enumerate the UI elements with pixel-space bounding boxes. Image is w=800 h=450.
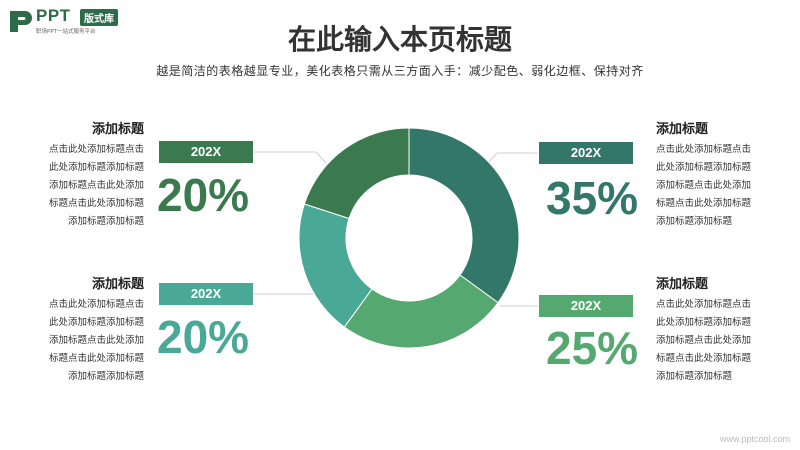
body-line: 添加标题添加标题 [656, 371, 733, 382]
page-title: 在此输入本页标题 [287, 23, 512, 56]
pct-label-bottom-right: 25% [546, 322, 639, 374]
text-block-bottom-right: 添加标题 点击此处添加标题点击 此处添加标题添加标题 添加标题点击此处添加 标题… [656, 273, 766, 386]
body-line: 添加标题添加标题 [67, 371, 144, 382]
donut-slice-1 [408, 127, 520, 304]
body-line: 点击此处添加标题点击 [656, 144, 752, 155]
body-line: 添加标题添加标题 [67, 216, 144, 227]
year-box-top-right: 202X [539, 142, 633, 164]
pct-label-top-right: 35% [546, 172, 639, 224]
body-line: 添加标题点击此处添加 [48, 335, 144, 346]
logo: PPT 版式库 职场PPT一站式服务平台 [8, 6, 158, 36]
block-body: 点击此处添加标题点击 此处添加标题添加标题 添加标题点击此处添加 标题点击此处添… [656, 296, 766, 386]
body-line: 标题点击此处添加标题 [656, 198, 752, 209]
donut-slice-4 [303, 127, 410, 220]
year-box-bottom-left: 202X [159, 283, 253, 305]
year-box-bottom-right: 202X [539, 295, 633, 317]
body-line: 点击此处添加标题点击 [48, 144, 144, 155]
page-subtitle: 越是简洁的表格越显专业，美化表格只需从三方面入手：减少配色、弱化边框、保持对齐 [156, 64, 644, 78]
body-line: 点击此处添加标题点击 [48, 299, 144, 310]
body-line: 标题点击此处添加标题 [48, 353, 144, 364]
text-block-top-left: 添加标题 点击此处添加标题点击 此处添加标题添加标题 添加标题点击此处添加 标题… [40, 118, 144, 231]
block-body: 点击此处添加标题点击 此处添加标题添加标题 添加标题点击此处添加 标题点击此处添… [40, 296, 144, 386]
pct-label-top-left: 20% [157, 169, 250, 221]
body-line: 标题点击此处添加标题 [656, 353, 752, 364]
body-line: 添加标题点击此处添加 [656, 335, 752, 346]
connector-top-left [254, 151, 327, 164]
logo-badge: 版式库 [80, 9, 118, 26]
year-box-top-left: 202X [159, 141, 253, 163]
block-body: 点击此处添加标题点击 此处添加标题添加标题 添加标题点击此处添加 标题点击此处添… [656, 141, 766, 231]
block-heading: 添加标题 [91, 277, 144, 292]
body-line: 此处添加标题添加标题 [656, 317, 752, 328]
donut-slice-2 [343, 274, 499, 349]
connector-lines [254, 151, 538, 307]
block-body: 点击此处添加标题点击 此处添加标题添加标题 添加标题点击此处添加 标题点击此处添… [40, 141, 144, 231]
body-line: 此处添加标题添加标题 [656, 162, 752, 173]
text-block-top-right: 添加标题 点击此处添加标题点击 此处添加标题添加标题 添加标题点击此处添加 标题… [656, 118, 766, 231]
block-heading: 添加标题 [656, 122, 709, 137]
block-heading: 添加标题 [656, 277, 709, 292]
watermark: www.pptcool.com [719, 434, 790, 444]
body-line: 标题点击此处添加标题 [48, 198, 144, 209]
body-line: 添加标题点击此处添加 [48, 180, 144, 191]
body-line: 点击此处添加标题点击 [656, 299, 752, 310]
body-line: 此处添加标题添加标题 [48, 317, 144, 328]
logo-text: PPT [36, 6, 71, 25]
text-block-bottom-left: 添加标题 点击此处添加标题点击 此处添加标题添加标题 添加标题点击此处添加 标题… [40, 273, 144, 386]
pct-label-bottom-left: 20% [157, 311, 250, 363]
connector-top-right [487, 152, 538, 164]
body-line: 此处添加标题添加标题 [48, 162, 144, 173]
body-line: 添加标题点击此处添加 [656, 180, 752, 191]
logo-mark-icon [10, 11, 32, 32]
donut-slices [298, 127, 520, 349]
block-heading: 添加标题 [91, 122, 144, 137]
logo-tagline: 职场PPT一站式服务平台 [36, 29, 96, 35]
body-line: 添加标题添加标题 [656, 216, 733, 227]
